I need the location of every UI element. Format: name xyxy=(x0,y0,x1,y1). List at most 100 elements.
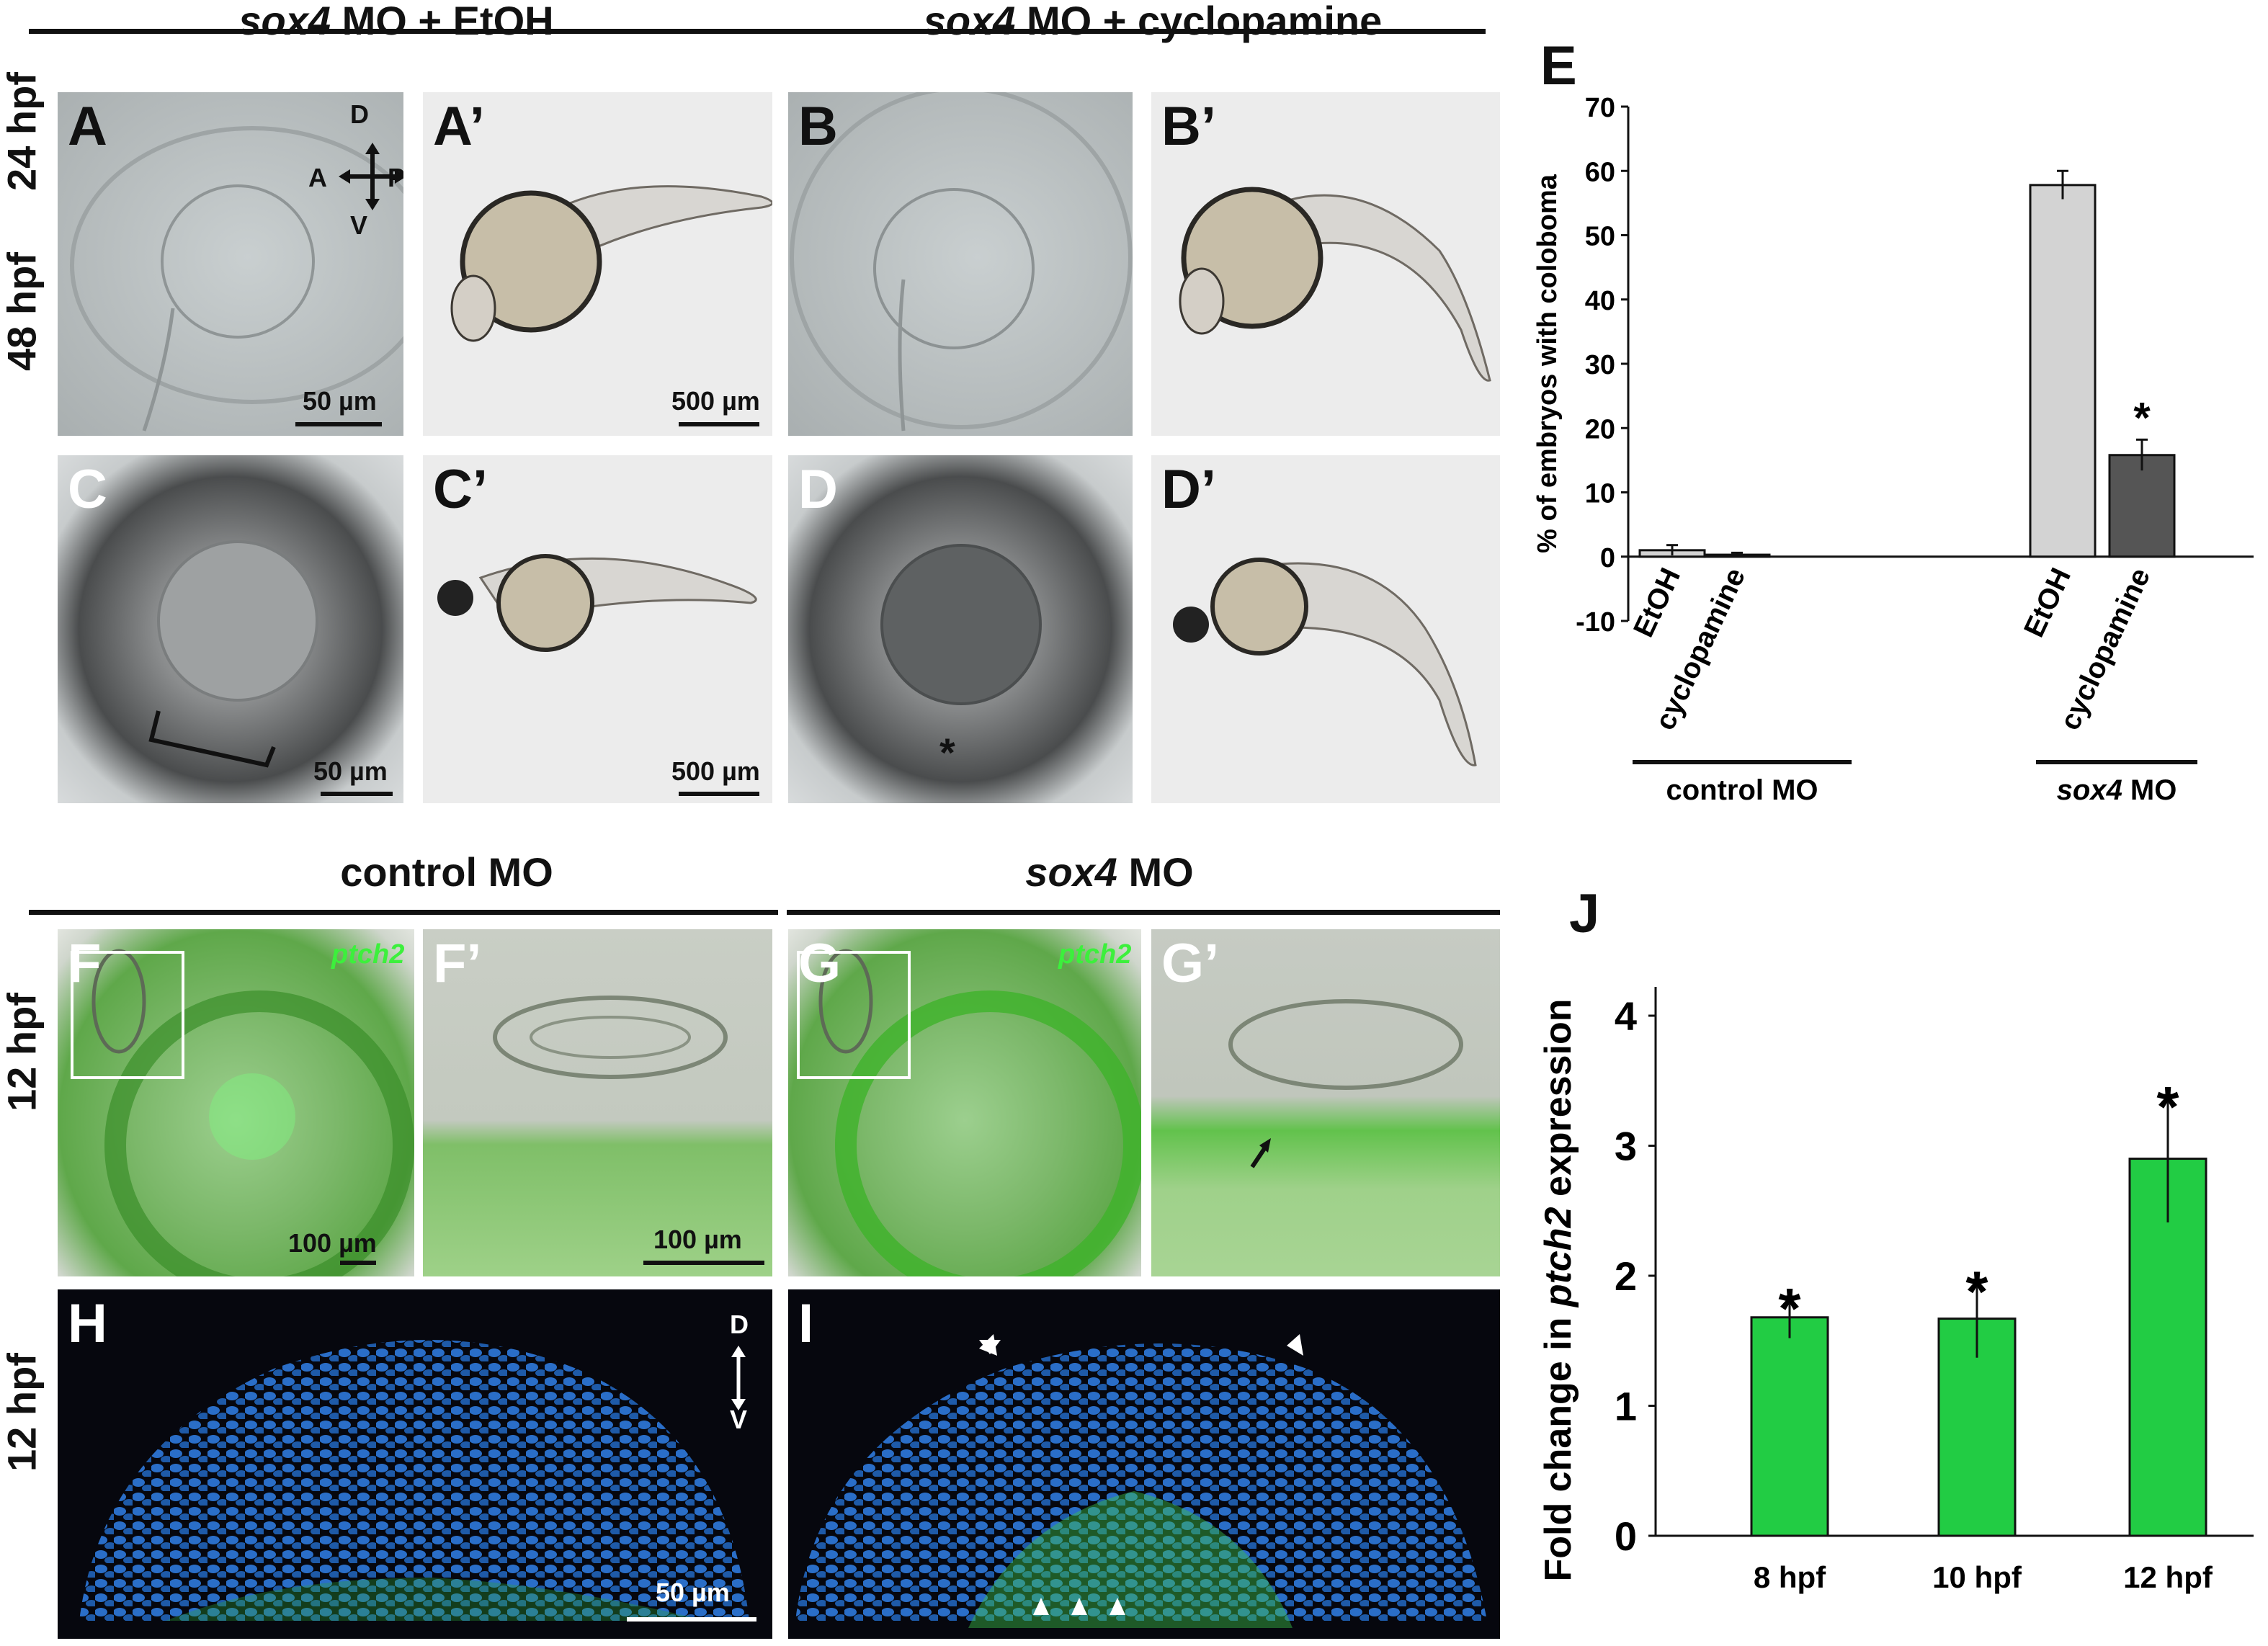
panel-d-prime-label: D’ xyxy=(1161,459,1216,520)
panel-f-prime-scale-text: 100 µm xyxy=(653,1225,742,1254)
chart-e-ytick-label: 10 xyxy=(1585,479,1615,509)
panel-f-prime-label: F’ xyxy=(433,933,482,994)
panel-f-scale-text: 100 µm xyxy=(288,1228,377,1258)
panel-a-scale-bar xyxy=(295,422,382,426)
header-control-mo: control MO xyxy=(340,849,553,895)
chart-e-ytick-label: 0 xyxy=(1600,543,1615,573)
panel-c-eye xyxy=(148,540,318,768)
row-label-48hpf: 48 hpf xyxy=(0,252,45,371)
chart-j-ytick-label: 0 xyxy=(1615,1513,1637,1559)
chart-j-sig: * xyxy=(2156,1075,2179,1139)
panel-f-inset-box xyxy=(71,951,184,1079)
axis-v: V xyxy=(350,210,368,240)
chart-e-bar xyxy=(2029,184,2097,558)
chart-e-xtick-label: EtOH xyxy=(1628,563,1687,642)
axis-p: P xyxy=(388,163,403,192)
panel-d-eye xyxy=(880,544,1042,705)
axis-d: D xyxy=(350,99,369,129)
axis-dv-arrow-icon xyxy=(731,1346,746,1410)
panel-h-label: H xyxy=(68,1293,107,1354)
chart-j-ytick-label: 4 xyxy=(1615,993,1637,1039)
panel-d-asterisk: * xyxy=(939,730,955,775)
header-right: sox4 MO + cyclopamine xyxy=(829,0,1477,44)
panel-h-scale-text: 50 µm xyxy=(656,1578,730,1607)
panel-a-prime-embryo xyxy=(450,185,772,342)
panel-f-prime-scale-bar xyxy=(643,1261,764,1265)
panel-b-prime-label: B’ xyxy=(1161,96,1216,157)
chart-e-ytick-label: 30 xyxy=(1585,350,1615,380)
row-label-24hpf: 24 hpf xyxy=(0,72,45,191)
panel-b-prime-embryo xyxy=(1179,187,1491,382)
chart-j-ylabel-post: expression xyxy=(1537,998,1579,1207)
panel-a-prime-scale-text: 500 µm xyxy=(671,386,760,416)
panel-d-prime: D’ xyxy=(1151,455,1500,803)
panel-g-gene: ptch2 xyxy=(1058,939,1132,970)
panel-d-prime-embryo xyxy=(1173,558,1477,766)
axis-compass-icon xyxy=(339,143,403,210)
chart-e-xtick-label: EtOH xyxy=(2018,563,2077,642)
panel-h-section xyxy=(79,1340,749,1621)
panel-a-prime-scale-bar xyxy=(679,422,759,426)
panel-a-scale-text: 50 µm xyxy=(303,386,377,416)
panel-g-prime-label: G’ xyxy=(1161,933,1220,994)
panel-c-label: C xyxy=(68,459,107,520)
header-control-rule xyxy=(29,910,778,915)
chart-j-xtick-label: 10 hpf xyxy=(1932,1560,2022,1594)
header-sox4-mo-rest: MO xyxy=(1117,849,1194,895)
header-left: sox4 MO + EtOH xyxy=(137,0,656,44)
chart-j-label: J xyxy=(1569,883,1600,944)
panel-f-label: F xyxy=(68,933,102,994)
chart-e-ytick-label: 20 xyxy=(1585,414,1615,444)
panel-b-eye xyxy=(790,92,1133,431)
panel-g-inset-box xyxy=(797,951,911,1079)
chart-e-ytick-label: 70 xyxy=(1585,93,1615,123)
chart-e-group-control: control MO xyxy=(1666,774,1818,806)
panel-c-prime-scale-text: 500 µm xyxy=(671,756,760,786)
chart-j-sig: * xyxy=(1965,1259,1988,1323)
header-right-rule xyxy=(787,29,1486,34)
chart-j: 0 1 2 3 4 Fold change in ptch2 expression * 8 h… xyxy=(1537,987,2254,1594)
panel-a-prime-label: A’ xyxy=(433,96,485,157)
header-right-rest: MO + cyclopamine xyxy=(1015,0,1383,43)
panel-a-prime: A’ 500 µm xyxy=(423,92,772,436)
panel-d: D * xyxy=(788,455,1133,803)
header-right-gene: sox4 xyxy=(923,0,1016,43)
chart-j-ytick-label: 1 xyxy=(1615,1384,1637,1429)
chart-e-ytick-label: -10 xyxy=(1576,607,1615,638)
panel-i-label: I xyxy=(798,1293,814,1354)
chart-j-ylabel-pre: Fold change in xyxy=(1537,1307,1579,1581)
panel-c-prime-scale-bar xyxy=(679,792,759,796)
panel-g-label: G xyxy=(798,933,841,994)
chart-e-ytick-label: 40 xyxy=(1585,286,1615,316)
header-sox4-mo: sox4 MO xyxy=(929,849,1290,895)
panel-d-label: D xyxy=(798,459,838,520)
panel-f-scale-bar xyxy=(340,1261,376,1265)
chart-e-group-sox4-gene: sox4 xyxy=(2057,774,2122,806)
panel-g: G ptch2 xyxy=(788,929,1141,1276)
chart-j-bar xyxy=(1750,1316,1829,1537)
chart-j-ylabel: Fold change in ptch2 expression xyxy=(1537,998,1579,1581)
header-sox4-rule xyxy=(787,910,1500,915)
header-left-rest: MO + EtOH xyxy=(331,0,554,43)
panel-f-embryo xyxy=(91,949,414,1276)
panel-a-label: A xyxy=(68,96,107,157)
row-label-12hpf-top: 12 hpf xyxy=(0,993,45,1112)
axis-v-bottom: V xyxy=(730,1405,748,1434)
chart-j-sig: * xyxy=(1778,1276,1801,1341)
panel-c-prime: C’ 500 µm xyxy=(423,455,772,803)
panel-c-prime-embryo xyxy=(437,554,757,652)
chart-e-group-sox4-rest: MO xyxy=(2122,774,2177,806)
row-label-12hpf-bottom: 12 hpf xyxy=(0,1353,45,1472)
panel-c-scale-text: 50 µm xyxy=(313,756,388,786)
panel-a: A D A P V 50 µm xyxy=(58,92,403,436)
panel-b-prime: B’ xyxy=(1151,92,1500,436)
panel-f-prime-optic xyxy=(493,996,728,1079)
panel-g-prime-optic xyxy=(1228,999,1463,1168)
header-sox4-mo-gene: sox4 xyxy=(1025,849,1117,895)
axis-a: A xyxy=(308,163,327,192)
chart-e-label: E xyxy=(1540,35,1577,97)
chart-j-xtick-label: 8 hpf xyxy=(1754,1560,1826,1594)
chart-e-group-sox4: sox4 MO xyxy=(2057,774,2177,806)
panel-c-prime-label: C’ xyxy=(433,459,488,520)
chart-e-ytick-label: 50 xyxy=(1585,222,1615,252)
